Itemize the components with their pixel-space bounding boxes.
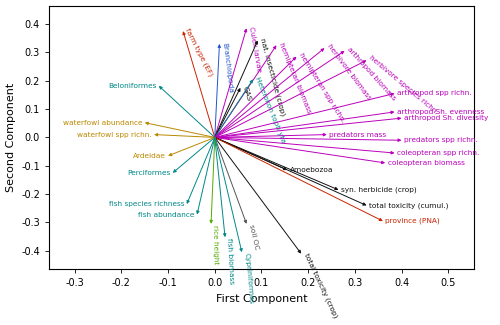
Text: soil OC: soil OC (248, 223, 260, 250)
Text: hemipteran biomass: hemipteran biomass (278, 42, 312, 114)
Text: Branchiopoda: Branchiopoda (221, 42, 233, 93)
Text: arthropod spp richn.: arthropod spp richn. (397, 90, 471, 97)
Text: arthropod Sh. evenness: arthropod Sh. evenness (397, 109, 484, 115)
Text: syn. herbicide (crop): syn. herbicide (crop) (341, 187, 416, 193)
Text: rice height: rice height (212, 225, 218, 264)
Text: fish abundance: fish abundance (138, 212, 194, 217)
Text: province (PNA): province (PNA) (385, 218, 440, 224)
Text: coleopteran spp richn.: coleopteran spp richn. (397, 150, 479, 156)
Text: Heterokon toph yta: Heterokon toph yta (254, 76, 286, 144)
Text: Cypriniformes: Cypriniformes (244, 253, 254, 305)
Text: nat. insecticide (crop): nat. insecticide (crop) (259, 38, 286, 117)
Text: arthropod Sh. diversity: arthropod Sh. diversity (404, 115, 488, 121)
Text: Culex larvae: Culex larvae (248, 26, 262, 72)
Text: GAS: GAS (242, 85, 252, 101)
Text: herbivore biomass: herbivore biomass (326, 43, 372, 101)
Text: coleopteran biomass: coleopteran biomass (388, 160, 464, 166)
Text: arthropod biomass: arthropod biomass (346, 46, 397, 101)
Text: farm type (EF): farm type (EF) (184, 27, 214, 77)
Text: total toxicity (cumul.): total toxicity (cumul.) (369, 202, 448, 209)
Text: hemipteran spp richn.: hemipteran spp richn. (298, 52, 346, 124)
Text: Perciformes: Perciformes (127, 170, 170, 176)
Text: fish biomass: fish biomass (226, 238, 235, 284)
Y-axis label: Second Component: Second Component (6, 83, 16, 192)
Text: herbivore species richn.: herbivore species richn. (368, 55, 439, 116)
Text: predators spp richn.: predators spp richn. (404, 137, 478, 143)
Text: total toxicity (crop): total toxicity (crop) (302, 252, 338, 319)
Text: waterfowl spp richn.: waterfowl spp richn. (77, 132, 152, 137)
Text: fish species richness: fish species richness (109, 201, 184, 207)
Text: waterfowl abundance: waterfowl abundance (63, 120, 142, 126)
Text: Beloniformes: Beloniformes (108, 83, 156, 89)
Text: Amoebozoa: Amoebozoa (290, 167, 333, 173)
X-axis label: First Component: First Component (216, 294, 308, 304)
Text: predators mass: predators mass (329, 132, 386, 137)
Text: Ardeidae: Ardeidae (133, 153, 166, 159)
